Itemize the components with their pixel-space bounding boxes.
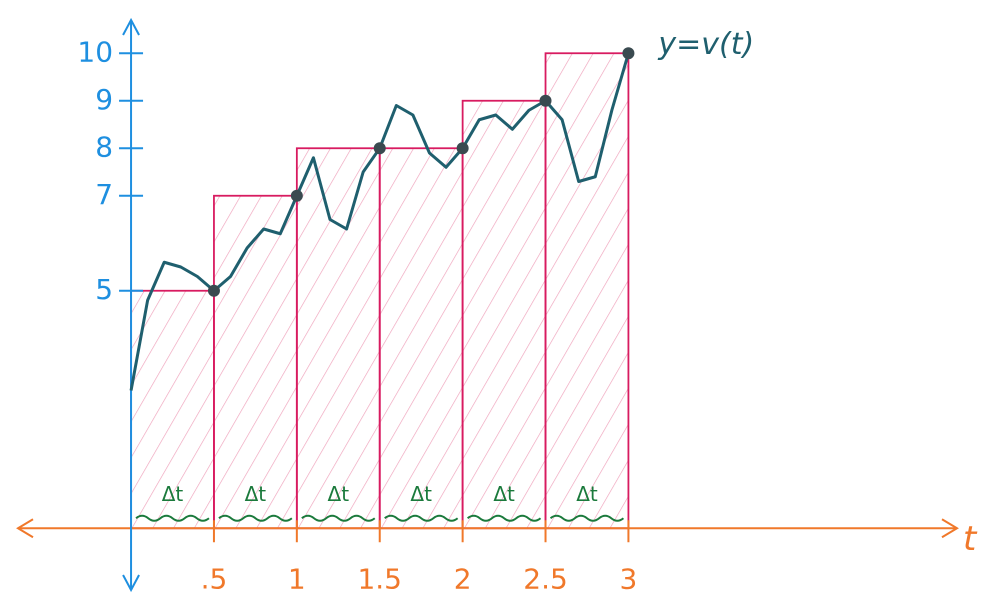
bar: [546, 53, 629, 528]
x-tick-label: .5: [201, 562, 228, 595]
x-axis-label: t: [963, 519, 978, 559]
bar-label: Δt: [162, 482, 184, 506]
page: ΔtΔtΔtΔtΔtΔtt.511.522.53578910y=v(t) (()…: [0, 0, 988, 607]
x-tick-label: 3: [620, 562, 638, 595]
bar: [380, 148, 463, 528]
bar-label: Δt: [576, 482, 598, 506]
series-label: y=v(t): [657, 27, 754, 62]
sample-point: [374, 142, 386, 154]
x-tick-label: 1.5: [357, 562, 402, 595]
sample-point: [622, 47, 634, 59]
bars: [131, 53, 628, 528]
sample-point: [208, 285, 220, 297]
bar: [297, 148, 380, 528]
sample-point: [291, 190, 303, 202]
bar-label: Δt: [245, 482, 267, 506]
y-tick-label: 10: [77, 35, 113, 68]
y-tick-label: 9: [95, 83, 113, 116]
x-tick-label: 2.5: [523, 562, 568, 595]
y-tick-label: 7: [95, 178, 113, 211]
chart: Δt Δt Δt Δt Δt Δt t .5 1 1.5 2 2.5 3 5 7 8 9 10 y=v(t): [0, 0, 988, 607]
sample-point: [540, 95, 552, 107]
bar-label: Δt: [328, 482, 350, 506]
y-tick-label: 8: [95, 130, 113, 163]
x-tick-label: 2: [454, 562, 472, 595]
bar-label: Δt: [410, 482, 432, 506]
bar-label: Δt: [493, 482, 515, 506]
bar: [214, 196, 297, 529]
sample-point: [457, 142, 469, 154]
bar: [463, 101, 546, 529]
y-tick-label: 5: [95, 273, 113, 306]
x-tick-label: 1: [288, 562, 306, 595]
